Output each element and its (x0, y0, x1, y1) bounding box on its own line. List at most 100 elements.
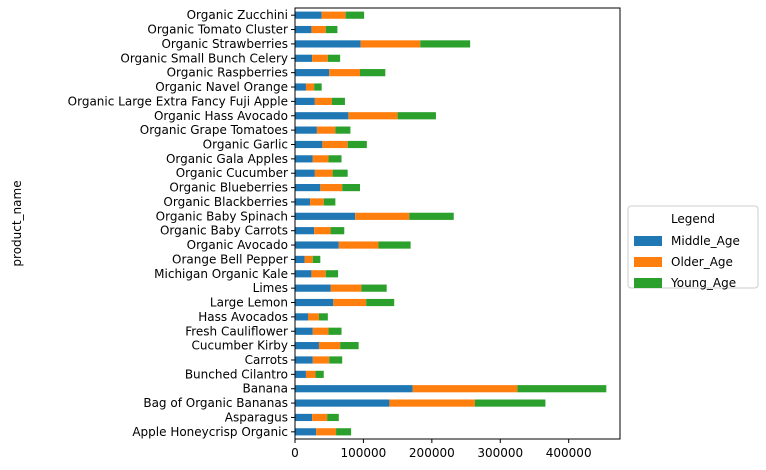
bar-young-age (335, 126, 351, 134)
bar-young-age (325, 270, 339, 278)
bar-older-age (355, 212, 410, 220)
bar-young-age (330, 227, 345, 235)
y-tick-label: Carrots (245, 353, 288, 367)
bar-middle-age (295, 212, 356, 220)
bar-older-age (311, 270, 326, 278)
bar-older-age (312, 327, 329, 335)
y-tick-label: Organic Gala Apples (166, 152, 288, 166)
bar-older-age (322, 140, 348, 149)
legend-swatch-young-age (634, 278, 662, 288)
bar-older-age (329, 69, 360, 77)
y-tick-label: Organic Blackberries (163, 195, 288, 209)
y-tick-label: Organic Large Extra Fancy Fuji Apple (68, 94, 288, 108)
bar-young-age (378, 241, 411, 249)
bar-young-age (366, 298, 395, 307)
bar-middle-age (295, 183, 321, 192)
axes-frame (294, 7, 621, 440)
bar-older-age (305, 370, 316, 378)
x-tick-label: 100000 (341, 446, 387, 460)
bar-middle-age (295, 54, 313, 62)
bar-middle-age (295, 227, 315, 235)
bar-middle-age (295, 428, 317, 436)
y-tick-label: Organic Strawberries (161, 37, 288, 51)
bar-older-age (316, 428, 337, 436)
bar-young-age (332, 169, 348, 177)
y-tick-label: Hass Avocados (198, 310, 288, 324)
bar-young-age (329, 356, 343, 364)
bar-young-age (340, 342, 359, 350)
bar-middle-age (295, 40, 361, 48)
y-tick-label: Organic Baby Spinach (156, 209, 288, 223)
bar-middle-age (295, 126, 317, 134)
x-tick-label: 200000 (409, 446, 455, 460)
y-tick-label: Organic Tomato Cluster (147, 23, 288, 37)
bar-young-age (331, 97, 345, 105)
y-tick-label: Banana (242, 382, 288, 396)
bar-older-age (330, 284, 362, 292)
bar-young-age (318, 313, 328, 321)
bar-middle-age (295, 270, 312, 278)
bar-older-age (314, 97, 332, 105)
bar-middle-age (295, 97, 315, 105)
bar-young-age (397, 112, 436, 120)
bar-middle-age (295, 327, 313, 335)
bar-older-age (308, 313, 319, 321)
y-tick-label: Michigan Organic Kale (154, 267, 288, 281)
bar-older-age (310, 198, 324, 206)
legend-label-young-age: Young_Age (670, 276, 736, 290)
legend-swatch-older-age (634, 257, 662, 267)
bar-middle-age (295, 198, 311, 206)
bar-older-age (389, 399, 475, 407)
bar-older-age (338, 241, 379, 249)
bar-young-age (420, 40, 471, 48)
bar-middle-age (295, 284, 331, 292)
bar-young-age (327, 54, 341, 62)
y-tick-label: Organic Garlic (203, 137, 288, 151)
legend-label-older-age: Older_Age (671, 255, 733, 269)
bar-young-age (312, 255, 321, 264)
bar-middle-age (295, 11, 322, 19)
bar-middle-age (295, 370, 306, 378)
y-tick-label: Bag of Organic Bananas (143, 396, 288, 410)
bar-young-age (342, 183, 360, 192)
bar-older-age (314, 227, 331, 235)
bar-young-age (336, 428, 352, 436)
bar-older-age (312, 356, 330, 364)
bar-middle-age (295, 155, 313, 163)
bar-young-age (345, 11, 365, 19)
bar-young-age (517, 385, 607, 393)
bar-young-age (361, 284, 387, 292)
bar-older-age (348, 112, 398, 120)
bar-older-age (305, 83, 315, 91)
x-tick-label: 0 (291, 446, 299, 460)
bar-young-age (474, 399, 546, 407)
bar-older-age (333, 298, 367, 307)
bar-young-age (315, 370, 324, 378)
bar-middle-age (295, 69, 330, 77)
y-tick-label: Organic Navel Orange (155, 80, 288, 94)
bars-group (295, 11, 607, 436)
bar-young-age (409, 212, 454, 220)
bar-older-age (312, 54, 328, 62)
bar-young-age (325, 25, 338, 34)
bar-young-age (328, 327, 342, 335)
bar-middle-age (295, 298, 334, 307)
y-tick-label: Orange Bell Pepper (172, 252, 288, 266)
bar-middle-age (295, 385, 413, 393)
y-tick-label: Organic Baby Carrots (160, 224, 288, 238)
legend-label-middle-age: Middle_Age (671, 234, 740, 248)
y-tick-label: Organic Avocado (187, 238, 288, 252)
bar-young-age (328, 155, 342, 163)
bar-older-age (314, 169, 333, 177)
y-tick-label: Organic Raspberries (167, 66, 288, 80)
bar-older-age (312, 413, 328, 422)
y-tick-label: Organic Small Bunch Celery (120, 51, 288, 65)
x-tick-label: 400000 (546, 446, 592, 460)
bar-middle-age (295, 356, 313, 364)
bar-older-age (316, 126, 336, 134)
bar-middle-age (295, 83, 306, 91)
bar-middle-age (295, 413, 313, 422)
y-tick-label: Bunched Cilantro (185, 367, 288, 381)
bar-middle-age (295, 25, 312, 34)
